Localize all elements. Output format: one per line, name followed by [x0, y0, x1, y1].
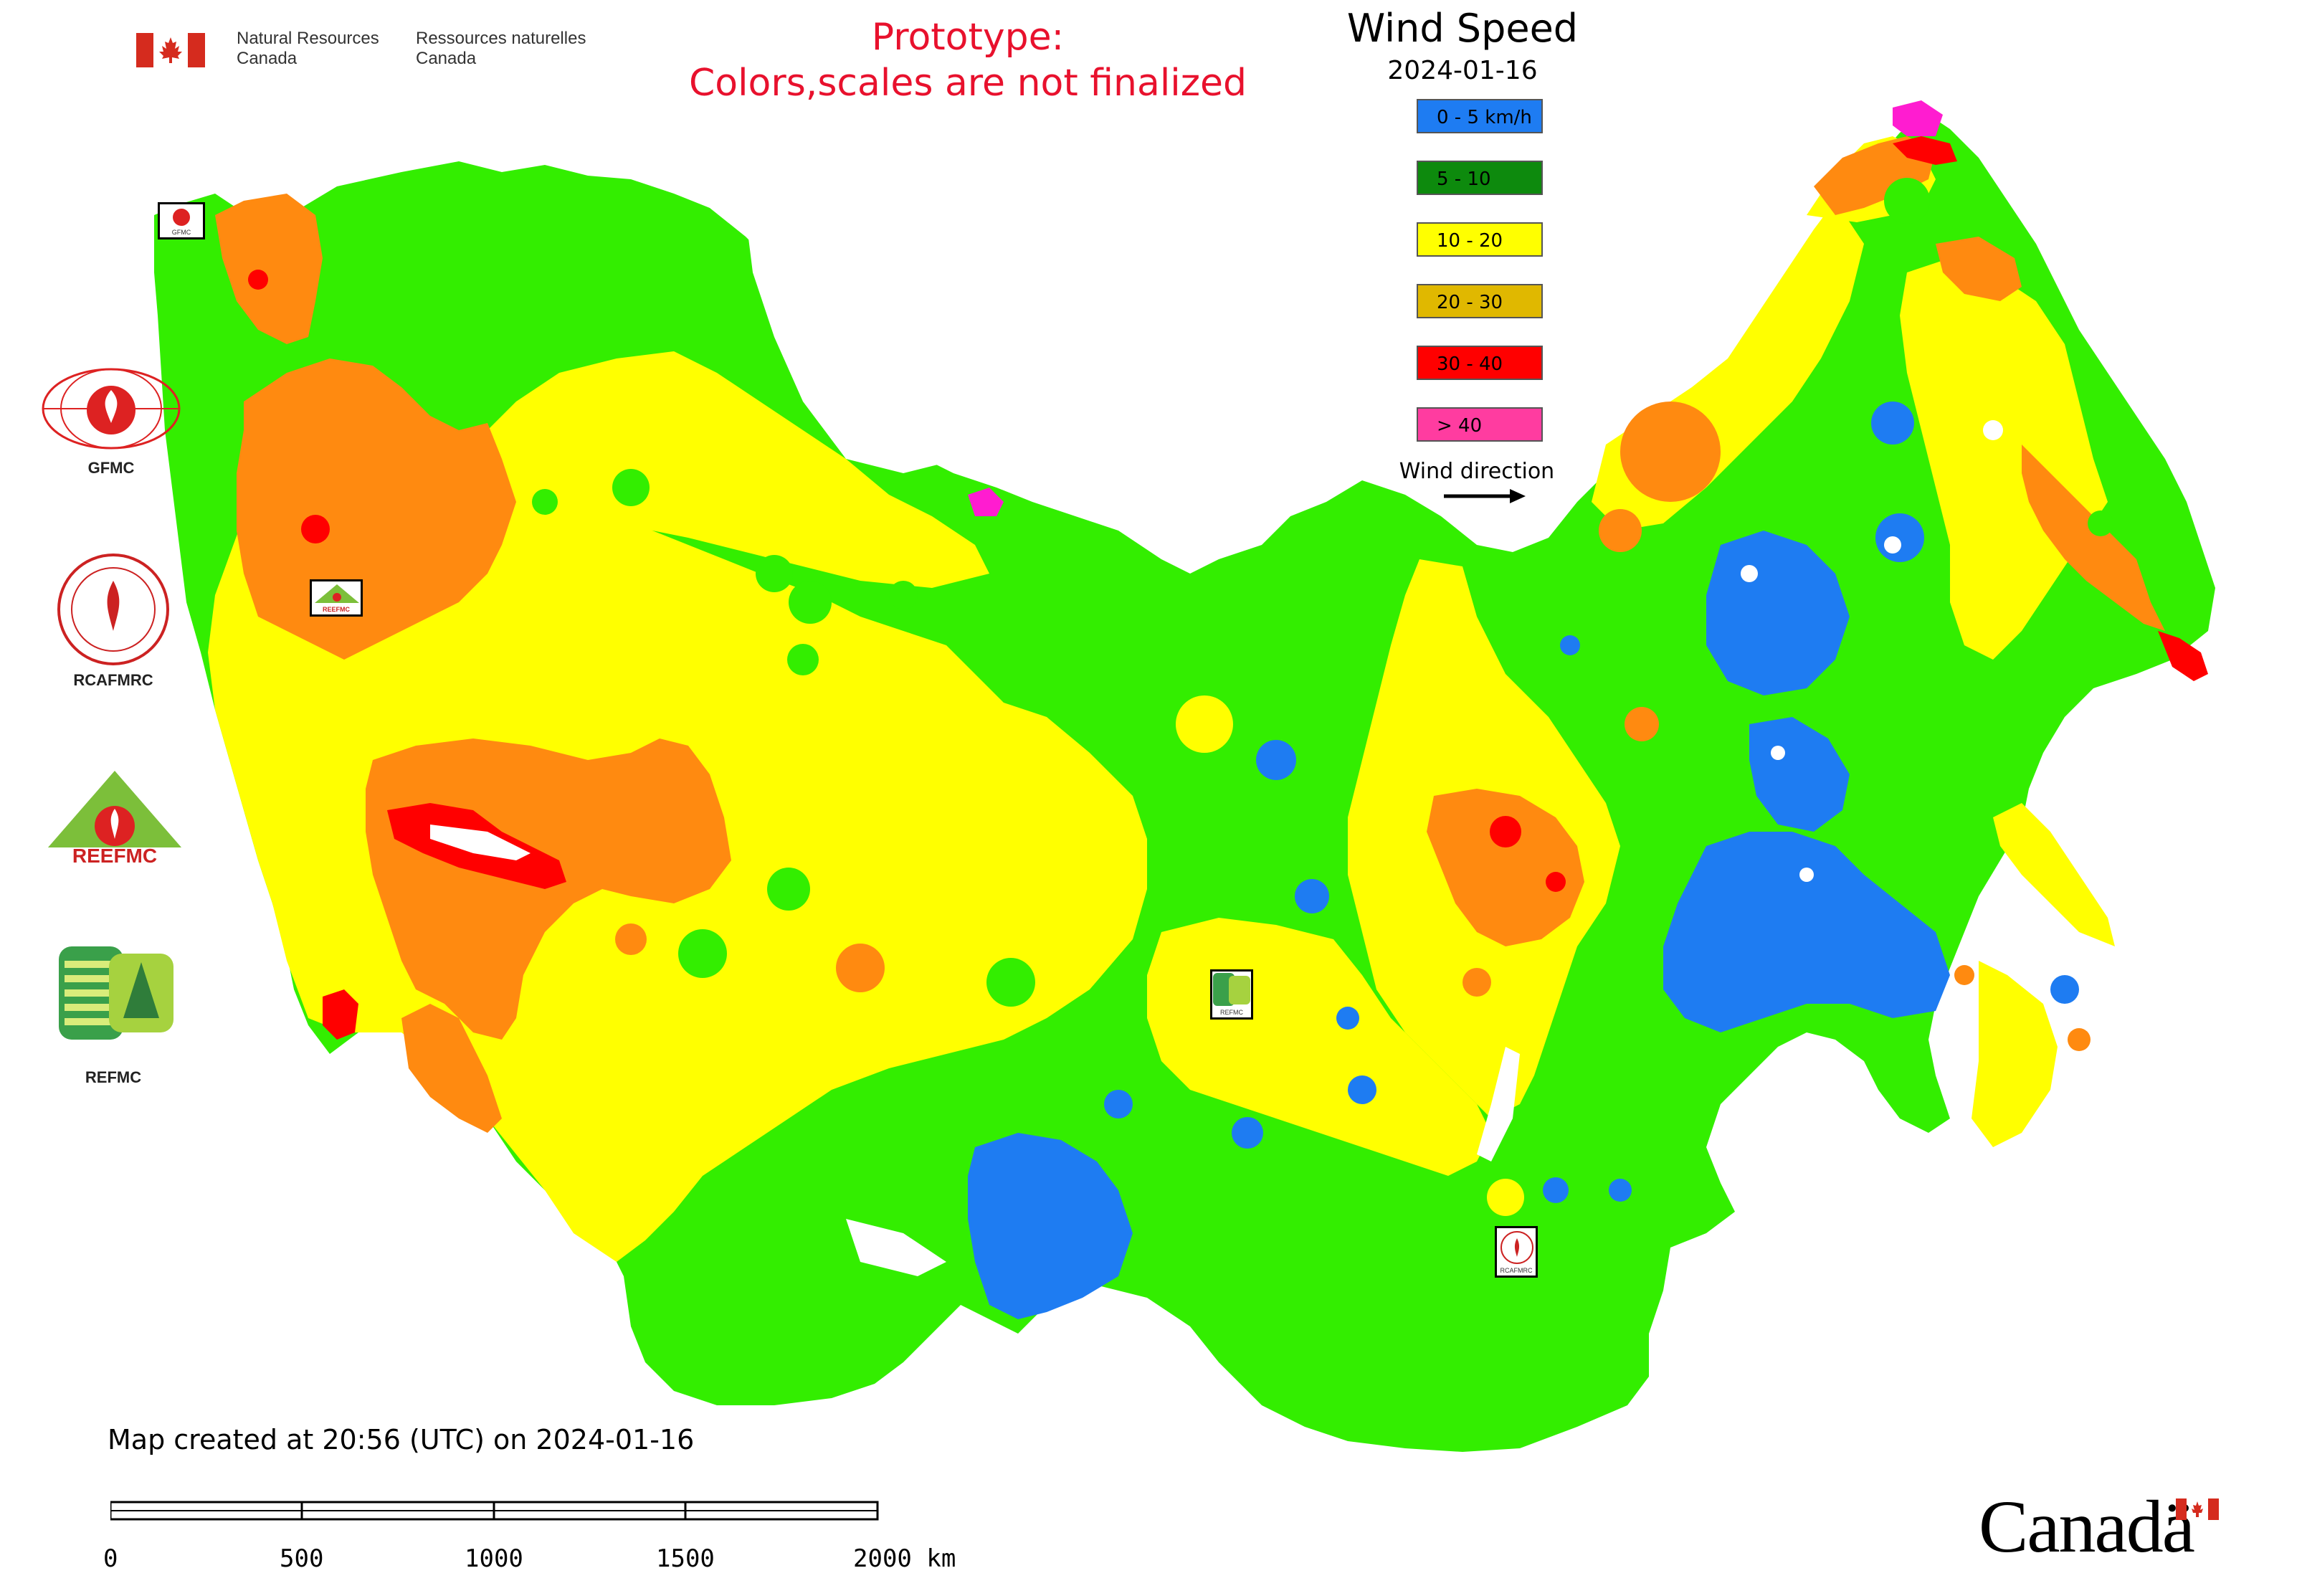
nrcan-fr-name: Ressources naturelles Canada [416, 29, 586, 69]
legend-date: 2024-01-16 [1387, 56, 1538, 85]
zone-20-30-central-siberia [1427, 789, 1584, 946]
zone-30-40-chukotka [1893, 136, 1957, 165]
zone-20-30-turkey [401, 1004, 502, 1133]
zone-0-5-amur [1663, 832, 1950, 1032]
zone-20-30-north-east [1936, 237, 2022, 301]
refmc-logo-icon [59, 946, 173, 1040]
zone-10-20-north [416, 351, 989, 588]
scattered-wind-cells [248, 178, 2113, 1216]
reefmc-marker-icon [315, 584, 359, 603]
reefmc-logo-icon [39, 771, 190, 865]
map-marker-refmc[interactable]: REFMC [1210, 969, 1253, 1020]
scale-bar: 0 500 1000 1500 2000 km [100, 1498, 961, 1577]
partner-label-rcafmrc: RCAFMRC [73, 671, 153, 689]
marker-label-reefmc: REEFMC [323, 606, 350, 613]
zone-gt40-wrangel [1893, 100, 1943, 136]
wind-direction-arrow-icon [1444, 489, 1526, 503]
partner-label-gfmc: GFMC [87, 459, 135, 477]
partner-label-refmc: REFMC [85, 1068, 142, 1086]
legend-class-10-20: 10 - 20 [1417, 222, 1543, 257]
zone-10-20-sakhalin [1993, 803, 2115, 946]
refmc-marker-icon [1213, 973, 1250, 1006]
rcafmrc-marker-icon [1500, 1231, 1533, 1264]
wind-direction-label: Wind direction [1399, 459, 1555, 484]
legend-class-5-10: 5 - 10 [1417, 161, 1543, 195]
nrcan-en-name: Natural Resources Canada [237, 29, 379, 69]
map-marker-rcafmrc[interactable]: RCAFMRC [1495, 1226, 1538, 1278]
nrcan-en-line2: Canada [237, 49, 298, 68]
marker-label-gfmc: GFMC [171, 229, 191, 236]
zone-0-5-mongolia [968, 1133, 1133, 1319]
zone-30-40-caucasus [323, 989, 358, 1040]
zone-0-5-okhotsk [1749, 717, 1850, 832]
prototype-line2: Colors,scales are not finalized [688, 62, 1247, 105]
map-created-timestamp: Map created at 20:56 (UTC) on 2024-01-16 [108, 1424, 695, 1455]
zone-30-40-kamchatka-tip [2158, 631, 2208, 681]
scale-tick-1000: 1000 [465, 1544, 523, 1573]
map-marker-reefmc[interactable]: REEFMC [310, 579, 363, 617]
government-signature: Natural Resources Canada Ressources natu… [136, 29, 602, 72]
scale-bar-graphic [110, 1501, 879, 1521]
zone-gt40-novaya-zemlya [968, 488, 1004, 516]
nrcan-fr-line1: Ressources naturelles [416, 29, 586, 48]
prototype-line1: Prototype: [871, 16, 1065, 59]
scale-tick-0: 0 [103, 1544, 118, 1573]
scale-tick-500: 500 [280, 1544, 324, 1573]
legend-class-20-30: 20 - 30 [1417, 284, 1543, 318]
legend-class-0-5: 0 - 5 km/h [1417, 99, 1543, 133]
nrcan-fr-line2: Canada [416, 49, 477, 68]
water-bodies [430, 420, 2003, 1276]
wordmark-flag-icon [2176, 1498, 2219, 1520]
zone-10-20-northeast [1900, 258, 2108, 660]
canada-wordmark: Canadä [1979, 1486, 2195, 1568]
canada-flag-icon [136, 33, 205, 67]
zone-20-30-eastern-europe [237, 358, 516, 660]
prototype-notice: Prototype: Colors,scales are not finaliz… [645, 14, 1290, 106]
legend-class-gt40: > 40 [1417, 407, 1543, 442]
legend-class-30-40: 30 - 40 [1417, 346, 1543, 380]
gfmc-logo-icon [42, 368, 181, 450]
scale-tick-2000: 2000 km [853, 1544, 956, 1573]
zone-20-30-scandinavia [215, 194, 323, 344]
marker-label-refmc: REFMC [1220, 1009, 1243, 1016]
partner-label-reefmc: REEFMC [72, 845, 158, 867]
legend-title: Wind Speed [1346, 6, 1579, 51]
scale-tick-1500: 1500 [656, 1544, 715, 1573]
map-marker-gfmc[interactable]: GFMC [158, 202, 205, 239]
nrcan-en-line1: Natural Resources [237, 29, 379, 48]
zone-10-20-primorye [1972, 961, 2058, 1147]
marker-label-rcafmrc: RCAFMRC [1500, 1267, 1533, 1274]
rcafmrc-logo-icon [57, 554, 169, 665]
pacific-edge [1706, 717, 2302, 1596]
arctic-sea-edge [746, 0, 1362, 502]
zone-20-30-kamchatka [2022, 445, 2165, 631]
gfmc-marker-icon [173, 209, 190, 226]
